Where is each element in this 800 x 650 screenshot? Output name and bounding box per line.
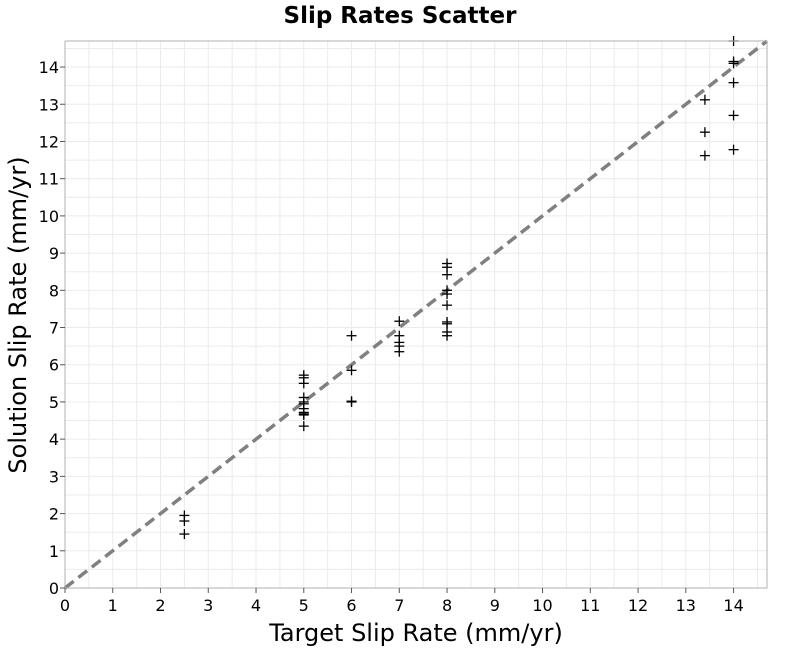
data-point <box>442 300 453 311</box>
data-point <box>699 127 710 138</box>
data-point <box>179 529 190 540</box>
x-tick-label: 11 <box>580 596 600 615</box>
chart-title: Slip Rates Scatter <box>284 3 518 29</box>
x-axis-label: Target Slip Rate (mm/yr) <box>268 619 563 647</box>
x-tick-label: 1 <box>108 596 118 615</box>
y-axis-label: Solution Slip Rate (mm/yr) <box>4 156 32 473</box>
y-tick-label: 10 <box>39 207 59 226</box>
y-tick-label: 8 <box>49 281 59 300</box>
y-tick-label: 4 <box>49 430 59 449</box>
x-tick-label: 7 <box>394 596 404 615</box>
x-tick-label: 5 <box>299 596 309 615</box>
y-tick-label: 1 <box>49 542 59 561</box>
data-point <box>699 94 710 105</box>
data-point <box>442 330 453 341</box>
y-tick-label: 3 <box>49 467 59 486</box>
data-point <box>298 409 309 420</box>
y-tick-label: 7 <box>49 319 59 338</box>
data-point <box>442 289 453 300</box>
data-points <box>179 36 739 540</box>
data-point <box>346 365 357 376</box>
data-point <box>728 58 739 69</box>
data-point <box>346 396 357 407</box>
y-tick-label: 12 <box>39 132 59 151</box>
x-tick-label: 2 <box>155 596 165 615</box>
y-tick-label: 14 <box>39 58 59 77</box>
x-axis-ticks: 0 1 2 3 4 5 6 7 8 9 10 11 12 13 14 <box>60 588 744 615</box>
y-tick-label: 9 <box>49 244 59 263</box>
x-tick-label: 4 <box>251 596 261 615</box>
data-point <box>298 421 309 432</box>
plot-frame <box>64 40 768 589</box>
data-point <box>728 110 739 121</box>
x-tick-label: 6 <box>346 596 356 615</box>
x-tick-label: 0 <box>60 596 70 615</box>
y-tick-label: 0 <box>49 579 59 598</box>
x-tick-label: 9 <box>490 596 500 615</box>
x-tick-label: 8 <box>442 596 452 615</box>
data-point <box>394 316 405 327</box>
x-tick-label: 13 <box>676 596 696 615</box>
y-tick-label: 5 <box>49 393 59 412</box>
data-point <box>442 269 453 280</box>
x-tick-label: 10 <box>532 596 552 615</box>
y-tick-label: 2 <box>49 505 59 524</box>
y-tick-label: 11 <box>39 170 59 189</box>
x-tick-label: 14 <box>723 596 743 615</box>
data-point <box>346 330 357 341</box>
identity-reference-line <box>63 39 769 590</box>
data-point <box>699 150 710 161</box>
x-tick-label: 3 <box>203 596 213 615</box>
x-tick-label: 12 <box>628 596 648 615</box>
data-point <box>179 516 190 527</box>
y-tick-label: 13 <box>39 95 59 114</box>
data-point <box>728 144 739 155</box>
data-point <box>728 77 739 88</box>
data-point <box>394 346 405 357</box>
data-point <box>298 378 309 389</box>
y-tick-label: 6 <box>49 356 59 375</box>
grid <box>65 41 767 588</box>
